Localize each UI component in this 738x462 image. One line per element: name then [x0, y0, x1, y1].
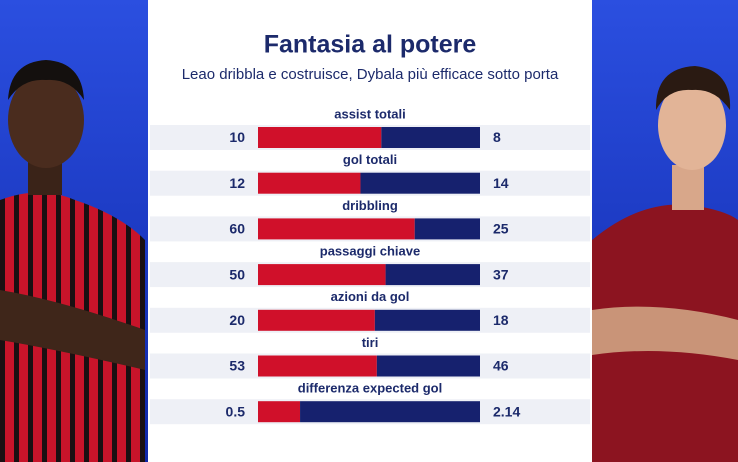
- bar-right: [360, 172, 480, 194]
- neck: [672, 165, 704, 210]
- bar-left: [258, 218, 415, 240]
- category-label: passaggi chiave: [320, 244, 420, 259]
- value-right: 18: [493, 312, 509, 328]
- value-left: 0.5: [226, 403, 246, 419]
- value-left: 50: [229, 266, 245, 282]
- value-right: 37: [493, 266, 509, 282]
- value-right: 2.14: [493, 403, 520, 419]
- value-left: 20: [229, 312, 245, 328]
- player-left: [0, 60, 145, 462]
- head: [658, 80, 726, 170]
- category-label: tiri: [362, 335, 379, 350]
- bar-right: [385, 264, 480, 286]
- bar-right: [374, 309, 480, 331]
- category-label: assist totali: [334, 106, 406, 121]
- category-label: gol totali: [343, 152, 397, 167]
- category-label: differenza expected gol: [298, 381, 442, 396]
- head: [8, 72, 84, 168]
- category-label: azioni da gol: [331, 289, 410, 304]
- bar-right: [381, 127, 480, 148]
- chart-subtitle: Leao dribbla e costruisce, Dybala più ef…: [182, 66, 559, 83]
- bar-left: [258, 127, 382, 148]
- bar-right: [376, 355, 480, 377]
- hair: [8, 60, 84, 100]
- arms: [0, 290, 145, 370]
- value-left: 53: [229, 358, 245, 374]
- player-right: [592, 66, 738, 462]
- value-left: 12: [229, 175, 245, 191]
- bar-left: [258, 172, 361, 194]
- bar-left: [258, 355, 377, 377]
- chart-title: Fantasia al potere: [264, 31, 477, 59]
- value-right: 14: [493, 175, 509, 191]
- value-right: 8: [493, 129, 501, 145]
- bar-left: [258, 309, 375, 331]
- value-left: 60: [229, 221, 245, 237]
- value-right: 46: [493, 358, 509, 374]
- category-label: dribbling: [342, 198, 398, 213]
- bar-left: [258, 401, 301, 423]
- bar-right: [414, 218, 480, 240]
- hair: [655, 66, 731, 110]
- value-left: 10: [229, 129, 245, 145]
- bar-right: [300, 401, 480, 423]
- value-right: 25: [493, 221, 509, 237]
- bar-left: [258, 264, 386, 286]
- arms: [592, 306, 738, 360]
